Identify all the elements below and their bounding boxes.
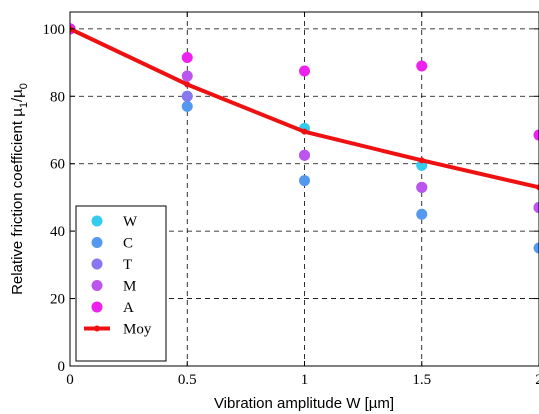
y-tick-label: 0	[58, 359, 66, 375]
series-point-c	[533, 242, 539, 254]
legend-label-c: C	[123, 236, 133, 252]
series-point-c	[181, 100, 193, 112]
axis-ticks	[69, 12, 539, 367]
legend-box	[75, 205, 167, 362]
series-point-moy	[536, 184, 539, 191]
legend-marker-moy	[94, 325, 100, 332]
legend-swatch-t	[91, 258, 103, 270]
series-point-moy	[184, 81, 191, 88]
y-tick-label: 60	[50, 157, 65, 173]
y-axis-label-mid: /µ	[9, 89, 26, 102]
series-point-t	[181, 90, 193, 102]
x-tick-label: 0	[66, 372, 74, 388]
legend-swatch-m	[91, 280, 103, 291]
series-point-c	[416, 208, 428, 220]
series-point-moy	[301, 128, 308, 135]
legend-label-m: M	[123, 279, 136, 295]
legend-label-t: T	[123, 257, 132, 273]
y-axis-label-main: Relative friction coefficient µ	[9, 108, 26, 295]
y-tick-label: 40	[50, 224, 65, 240]
x-tick-label: 1.5	[412, 372, 431, 388]
legend-label-moy: Moy	[123, 322, 152, 338]
series-point-m	[533, 202, 539, 214]
y-axis-label-sub1: 1	[18, 102, 30, 108]
series-point-m	[416, 181, 428, 193]
series-point-a	[533, 129, 539, 141]
series-point-c	[299, 175, 310, 187]
legend-swatch-c	[91, 237, 103, 248]
series-point-a	[181, 52, 193, 64]
series-point-m	[299, 149, 310, 161]
legend-label-w: W	[123, 214, 138, 230]
x-tick-label: 0.5	[178, 372, 197, 388]
y-tick-label: 20	[50, 292, 65, 308]
legend-swatch-a	[91, 301, 103, 313]
x-tick-label: 2	[535, 372, 539, 388]
series-point-a	[416, 60, 428, 72]
y-tick-label: 100	[43, 22, 66, 38]
series-point-a	[299, 65, 310, 77]
y-axis-label-sub0: 0	[18, 83, 30, 89]
y-tick-label: 80	[50, 89, 65, 105]
series-point-m	[181, 70, 193, 82]
legend-label-a: A	[123, 300, 134, 316]
x-axis-label: Vibration amplitude W [µm]	[214, 395, 394, 412]
series-point-moy	[418, 157, 425, 164]
x-tick-label: 1	[301, 372, 309, 388]
legend-swatch-w	[91, 215, 103, 227]
y-axis-label: Relative friction coefficient µ1/µ0	[9, 83, 30, 295]
